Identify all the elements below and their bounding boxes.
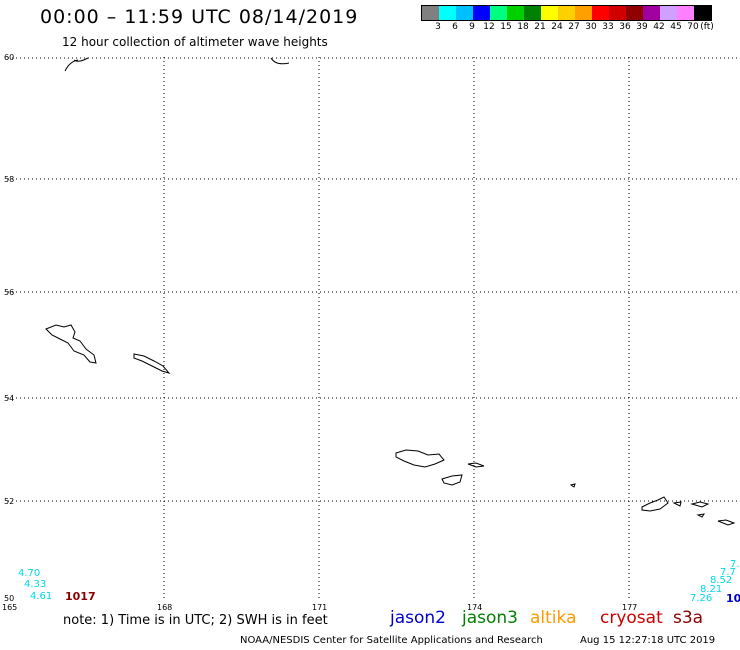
islet-east-4: [717, 519, 736, 526]
islet-buldir: [569, 483, 576, 488]
legend-label: 70: [687, 22, 699, 32]
swh-value: 7.7: [720, 567, 736, 578]
islet-east-3: [696, 513, 706, 518]
map-subtitle: 12 hour collection of altimeter wave hei…: [62, 35, 328, 49]
swh-value-partial: 10: [726, 592, 740, 605]
swh-value: 4.33: [24, 579, 47, 590]
legend-label: (ft): [700, 22, 714, 32]
legend-swatch: [660, 6, 677, 20]
swh-value: 4.61: [30, 591, 53, 602]
map-title: 00:00 – 11:59 UTC 08/14/2019: [40, 6, 359, 28]
legend-swatch: [558, 6, 575, 20]
lon-label-168: 168: [157, 603, 173, 612]
legend-swatch: [507, 6, 524, 20]
islet-semichi: [467, 462, 485, 468]
lat-label-58: 58: [4, 175, 15, 184]
legend-label: 33: [602, 22, 614, 32]
lon-label-165: 165: [2, 603, 18, 612]
lon-label-177: 177: [622, 603, 638, 612]
medny-island: [133, 353, 171, 374]
wave-height-map: [8, 57, 739, 599]
legend-color-scale: [421, 5, 712, 21]
legend-swatch: [694, 6, 711, 20]
legend-label: 9: [469, 22, 475, 32]
swh-value: 7.: [730, 559, 740, 570]
satellite-jason3: jason3: [462, 608, 518, 628]
lat-label-56: 56: [4, 288, 15, 297]
legend-label: 42: [653, 22, 665, 32]
lat-label-54: 54: [4, 394, 15, 403]
islet-east-2: [690, 501, 710, 508]
swh-value: 8.21: [700, 584, 723, 595]
kiska-island: [641, 496, 669, 512]
legend-label: 21: [534, 22, 546, 32]
bering-island: [45, 324, 97, 364]
legend-swatch: [524, 6, 541, 20]
swh-value: 8.52: [710, 575, 733, 586]
lat-label-60: 60: [4, 53, 15, 62]
legend-swatch: [456, 6, 473, 20]
lon-label-171: 171: [312, 603, 328, 612]
legend-label: 24: [551, 22, 563, 32]
islet-east-1: [672, 501, 682, 507]
units-note: note: 1) Time is in UTC; 2) SWH is in fe…: [63, 613, 328, 628]
legend-label: 30: [585, 22, 597, 32]
lat-label-52: 52: [4, 497, 15, 506]
legend-label: 39: [636, 22, 648, 32]
satellite-altika: altika: [530, 608, 577, 628]
legend-label: 15: [500, 22, 512, 32]
legend-swatch: [490, 6, 507, 20]
legend-swatch: [592, 6, 609, 20]
legend-swatch: [473, 6, 490, 20]
legend-label: 45: [670, 22, 682, 32]
coastline-north-center: [270, 57, 290, 65]
legend-swatch: [609, 6, 626, 20]
map-graticule: [8, 57, 739, 599]
legend-swatch: [626, 6, 643, 20]
coastline-north-left: [64, 57, 89, 72]
legend-swatch: [575, 6, 592, 20]
pressure-label: 1017: [65, 590, 96, 603]
generation-timestamp: Aug 15 12:27:18 UTC 2019: [580, 635, 716, 646]
legend-label: 27: [568, 22, 580, 32]
attu-island: [395, 449, 445, 468]
satellite-jason2: jason2: [390, 608, 446, 628]
satellite-s3a: s3a: [673, 608, 704, 628]
legend-swatch: [541, 6, 558, 20]
legend-swatch: [643, 6, 660, 20]
legend-label: 36: [619, 22, 631, 32]
legend-label: 6: [452, 22, 458, 32]
lon-label-174: 174: [467, 603, 483, 612]
legend-label: 12: [483, 22, 495, 32]
lat-label-50: 50: [4, 594, 15, 603]
coastlines: [45, 57, 736, 526]
legend-swatch: [439, 6, 456, 20]
legend-label: 18: [517, 22, 529, 32]
credit-line: NOAA/NESDIS Center for Satellite Applica…: [240, 635, 543, 646]
legend-label: 3: [435, 22, 441, 32]
swh-value: 7.26: [690, 593, 713, 604]
legend-swatch: [422, 6, 439, 20]
swh-value: 4.70: [18, 568, 41, 579]
legend-swatch: [677, 6, 694, 20]
agattu-island: [441, 474, 463, 486]
satellite-cryosat: cryosat: [600, 608, 663, 628]
wave-height-legend: 3 6 9 12 15 18 21 24 27 30 33 36 39 42 45 70 (ft): [421, 5, 714, 32]
